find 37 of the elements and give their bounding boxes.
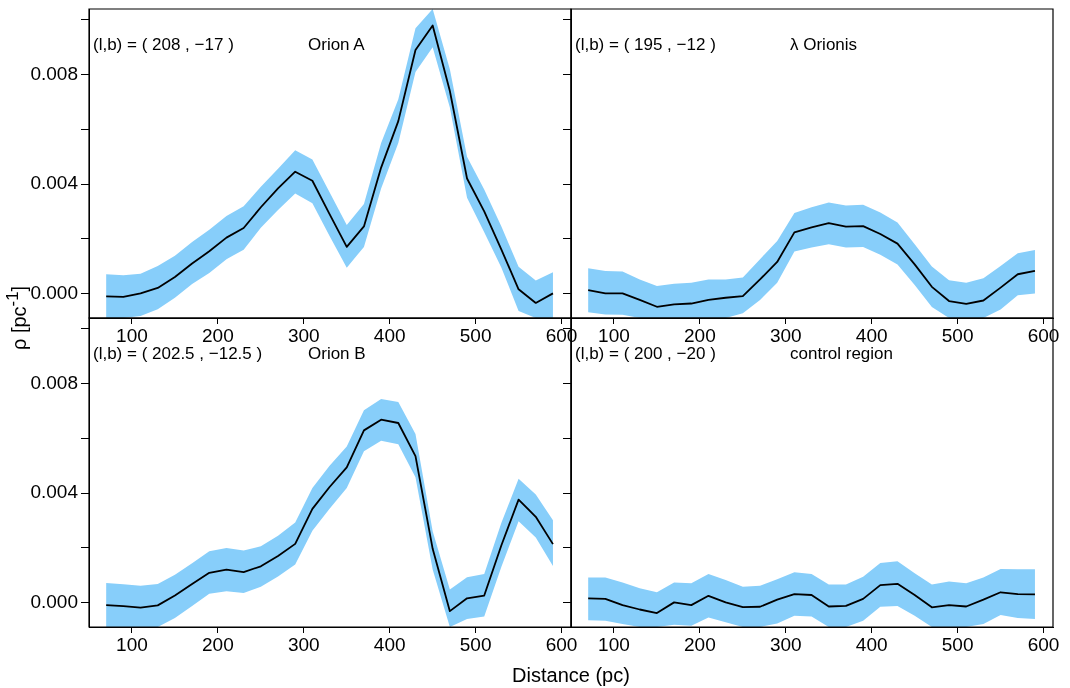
y-tick-label: 0.000 (30, 281, 78, 303)
x-tick-label: 500 (459, 324, 492, 346)
annotation: control region (790, 343, 894, 363)
annotation: λ Orionis (790, 34, 858, 54)
annotation: (l,b) = ( 202.5 , −12.5 ) (93, 343, 263, 363)
y-tick-label: 0.004 (30, 172, 79, 194)
x-tick-label: 600 (545, 633, 578, 655)
x-tick-label: 500 (941, 324, 974, 346)
annotation: Orion B (308, 343, 366, 363)
x-tick-label: 500 (459, 633, 492, 655)
x-tick-label: 300 (769, 324, 802, 346)
x-tick-label: 100 (598, 633, 630, 655)
x-tick-label: 100 (116, 633, 148, 655)
x-tick-label: 300 (287, 633, 320, 655)
y-tick-label: 0.004 (30, 481, 79, 503)
annotation: (l,b) = ( 195 , −12 ) (575, 34, 716, 54)
x-tick-label: 100 (116, 324, 148, 346)
y-tick-label: 0.000 (30, 590, 78, 612)
x-tick-label: 200 (202, 633, 234, 655)
x-tick-label: 300 (769, 633, 802, 655)
x-tick-label: 600 (1027, 633, 1060, 655)
annotation: Orion A (308, 34, 366, 54)
x-tick-label: 200 (684, 633, 716, 655)
x-axis-title: Distance (pc) (512, 663, 630, 687)
annotation: (l,b) = ( 208 , −17 ) (93, 34, 234, 54)
x-tick-label: 400 (855, 324, 888, 346)
x-tick-label: 200 (202, 324, 234, 346)
x-tick-label: 500 (941, 633, 974, 655)
x-tick-label: 400 (373, 324, 406, 346)
x-tick-label: 400 (373, 633, 406, 655)
x-tick-label: 300 (287, 324, 320, 346)
y-tick-label: 0.008 (30, 371, 78, 393)
x-tick-label: 100 (598, 324, 630, 346)
x-tick-label: 400 (855, 633, 888, 655)
y-tick-label: 0.008 (30, 62, 78, 84)
annotation: (l,b) = ( 200 , −20 ) (575, 343, 716, 363)
x-tick-label: 200 (684, 324, 716, 346)
